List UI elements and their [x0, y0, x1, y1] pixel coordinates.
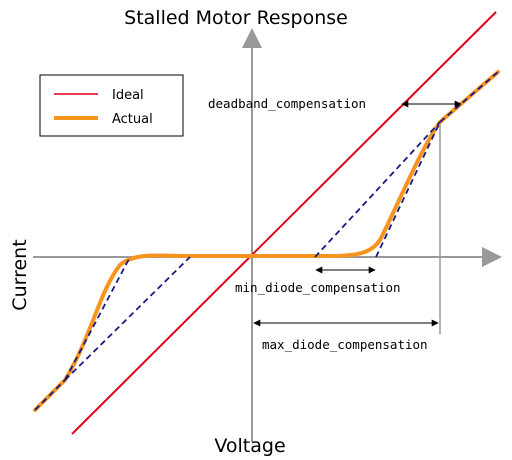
guide-right-deadband — [314, 121, 441, 258]
max-diode-label: max_diode_compensation — [262, 337, 428, 352]
guide-left-diode — [64, 256, 131, 381]
min-diode-label: min_diode_compensation — [235, 280, 401, 295]
guide-left-steep — [34, 379, 66, 411]
guide-right-steep — [439, 71, 499, 123]
legend-box — [39, 74, 184, 137]
guide-left-deadband — [64, 256, 191, 381]
x-axis-label: Voltage — [214, 435, 285, 457]
deadband-label: deadband_compensation — [208, 96, 366, 111]
diagram-title: Stalled Motor Response — [124, 7, 348, 29]
y-axis-label: Current — [9, 239, 31, 310]
guide-lines — [34, 71, 499, 411]
legend-label-ideal: Ideal — [112, 88, 144, 103]
guide-right-diode — [375, 121, 441, 258]
actual-curve — [33, 70, 500, 412]
ideal-line — [71, 11, 497, 435]
legend: Ideal Actual — [39, 74, 184, 137]
legend-label-actual: Actual — [112, 112, 153, 127]
